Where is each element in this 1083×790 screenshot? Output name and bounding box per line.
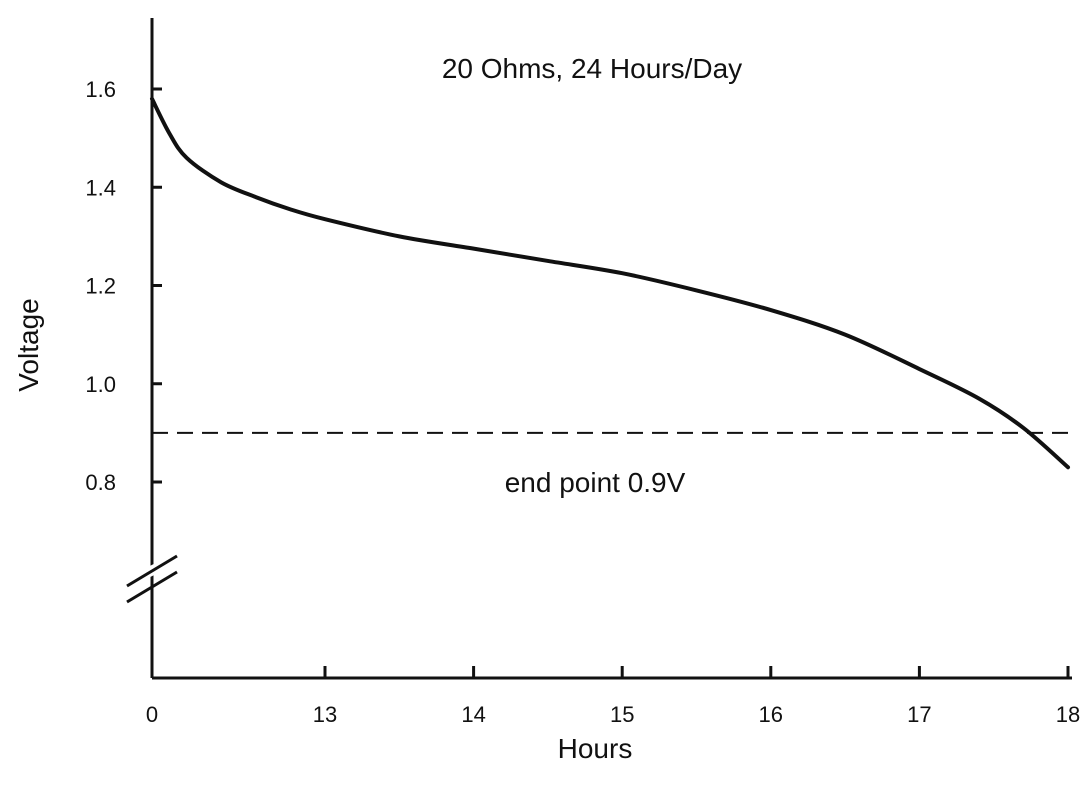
- y-tick-label: 0.8: [85, 470, 116, 495]
- y-axis-break-mark: [126, 554, 178, 588]
- reference-label: end point 0.9V: [505, 467, 686, 498]
- x-tick-label: 16: [759, 702, 783, 727]
- x-tick-label: 13: [313, 702, 337, 727]
- chart-title: 20 Ohms, 24 Hours/Day: [442, 53, 742, 84]
- y-tick-label: 1.4: [85, 175, 116, 200]
- x-axis-title: Hours: [558, 733, 633, 764]
- x-tick-label: 0: [146, 702, 158, 727]
- x-tick-label: 15: [610, 702, 634, 727]
- x-tick-label: 17: [907, 702, 931, 727]
- x-tick-label: 14: [461, 702, 485, 727]
- series-layer: [150, 96, 1070, 470]
- series-line: [150, 96, 1070, 470]
- y-tick-label: 1.6: [85, 77, 116, 102]
- y-axis-break-mark: [126, 570, 178, 604]
- y-tick-label: 1.0: [85, 372, 116, 397]
- axes: 0.8 1.0 1.2 1.4 1.6 0 13 14 15 16 17 18: [85, 18, 1080, 727]
- y-tick-label: 1.2: [85, 274, 116, 299]
- y-axis-title: Voltage: [13, 298, 44, 391]
- x-tick-label: 18: [1056, 702, 1080, 727]
